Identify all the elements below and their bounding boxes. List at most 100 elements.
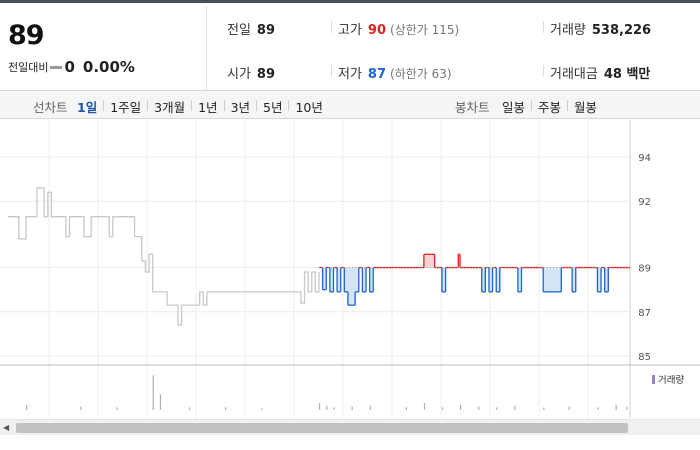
volume-bar bbox=[441, 407, 444, 410]
y-tick-label: 87 bbox=[638, 308, 651, 319]
y-tick-label: 85 bbox=[638, 352, 651, 363]
line-period-tab-2[interactable]: 3개월 bbox=[154, 100, 186, 115]
high-value: 90 bbox=[367, 23, 387, 38]
volume-value: 538,226 bbox=[591, 23, 652, 38]
low-label: 저가 bbox=[338, 67, 362, 82]
quote-summary-panel: 89 전일대비 0 0.00% 전일 89 시가 89 고가 90 (상한가 115) … bbox=[0, 0, 700, 93]
open-label: 시가 bbox=[227, 67, 251, 82]
line-period-tab-list: 1일 1주일 3개월 1년 3년 5년 10년 bbox=[77, 97, 323, 116]
line-period-tab-6[interactable]: 10년 bbox=[295, 100, 323, 115]
volume-bar bbox=[116, 407, 118, 410]
line-period-tab-4[interactable]: 3년 bbox=[230, 100, 251, 115]
up-area bbox=[423, 254, 432, 268]
volume-bar bbox=[615, 404, 617, 410]
candle-period-tab-list: 일봉 주봉 월봉 bbox=[502, 97, 597, 116]
up-area bbox=[458, 254, 461, 268]
volume-bar bbox=[261, 408, 263, 410]
candle-chart-label: 봉차트 bbox=[455, 100, 490, 115]
volume-bar bbox=[26, 404, 28, 410]
flat-change-icon bbox=[50, 65, 63, 69]
volume-legend-swatch bbox=[652, 374, 655, 384]
change-row: 전일대비 0 0.00% bbox=[8, 58, 135, 76]
open-cell: 시가 89 bbox=[227, 63, 275, 82]
low-value: 87 bbox=[367, 67, 387, 82]
tab-divider bbox=[288, 100, 290, 111]
line-period-tab-0[interactable]: 1일 bbox=[77, 100, 98, 115]
amount-label: 거래대금 bbox=[550, 67, 598, 82]
line-period-tab-5[interactable]: 5년 bbox=[263, 100, 283, 115]
down-area bbox=[344, 267, 348, 292]
down-area bbox=[557, 267, 562, 292]
prev-day-price-line bbox=[8, 187, 320, 326]
down-area bbox=[496, 267, 500, 292]
volume-legend-label: 거래량 bbox=[658, 375, 685, 386]
down-area bbox=[597, 267, 602, 292]
high-cell: 고가 90 (상한가 115) bbox=[338, 19, 459, 38]
line-period-tab-1[interactable]: 1주일 bbox=[110, 100, 142, 115]
lower-limit: (하한가 63) bbox=[390, 67, 452, 81]
volume-bar bbox=[405, 407, 407, 410]
down-area bbox=[329, 267, 334, 292]
up-area bbox=[431, 254, 435, 268]
down-area bbox=[543, 267, 558, 292]
scroll-thumb[interactable] bbox=[16, 423, 628, 433]
volume-bar bbox=[80, 406, 82, 410]
volume-bar bbox=[568, 406, 570, 410]
candle-period-tab-1[interactable]: 주봉 bbox=[538, 100, 562, 115]
volume-bar bbox=[478, 406, 480, 410]
down-area bbox=[488, 267, 493, 292]
tab-divider bbox=[103, 100, 105, 111]
down-area bbox=[362, 267, 367, 292]
volume-bar bbox=[514, 405, 516, 410]
tab-divider bbox=[256, 100, 258, 111]
amount-value: 48 백만 bbox=[603, 67, 651, 82]
price-axis: 94 92 89 87 85 bbox=[638, 153, 651, 363]
candle-period-tab-2[interactable]: 월봉 bbox=[574, 100, 598, 115]
volume-bar bbox=[496, 407, 498, 410]
open-value: 89 bbox=[256, 67, 276, 82]
volume-bar bbox=[423, 403, 426, 410]
prev-close-label: 전일 bbox=[227, 23, 251, 38]
y-tick-label: 89 bbox=[638, 264, 651, 275]
divider bbox=[543, 21, 544, 33]
volume-bar bbox=[152, 375, 154, 410]
divider bbox=[543, 65, 544, 77]
high-label: 고가 bbox=[338, 23, 362, 38]
volume-bar bbox=[188, 407, 191, 410]
scroll-left-arrow-icon[interactable]: ◀ bbox=[3, 423, 10, 432]
volume-bar bbox=[333, 407, 335, 410]
down-area bbox=[517, 267, 522, 292]
y-tick-label: 94 bbox=[638, 153, 651, 164]
change-rate: 0.00% bbox=[82, 58, 135, 76]
prev-day-series bbox=[8, 187, 320, 326]
low-cell: 저가 87 (하한가 63) bbox=[338, 63, 452, 82]
divider bbox=[331, 65, 332, 77]
current-price: 89 bbox=[8, 20, 45, 51]
chart-period-tabs: 선차트 1일 1주일 3개월 1년 3년 5년 10년 봉차트 일봉 주봉 월봉 bbox=[0, 90, 700, 119]
y-tick-label: 92 bbox=[638, 197, 651, 208]
chart-horizontal-scrollbar[interactable]: ◀ bbox=[0, 419, 700, 435]
tab-divider bbox=[567, 100, 569, 111]
today-price-line bbox=[319, 253, 630, 306]
intraday-price-chart: 94 92 89 87 85 bbox=[0, 120, 700, 418]
down-area bbox=[355, 267, 359, 292]
tab-divider bbox=[223, 100, 225, 111]
volume-bar bbox=[369, 405, 371, 410]
candle-period-tab-0[interactable]: 일봉 bbox=[502, 100, 526, 115]
volume-bars bbox=[26, 375, 628, 410]
change-value: 0 bbox=[64, 58, 75, 76]
down-area bbox=[481, 267, 486, 292]
volume-bar bbox=[460, 404, 462, 410]
volume-bar bbox=[626, 406, 628, 410]
change-label: 전일대비 bbox=[8, 61, 49, 74]
line-period-tab-3[interactable]: 1년 bbox=[198, 100, 218, 115]
chart-grid bbox=[0, 120, 700, 418]
amount-cell: 거래대금 48 백만 bbox=[550, 63, 650, 82]
down-area bbox=[572, 267, 576, 292]
prev-close-value: 89 bbox=[256, 23, 276, 38]
down-area bbox=[337, 267, 341, 292]
tab-divider bbox=[147, 100, 149, 111]
volume-legend: 거래량 bbox=[652, 372, 684, 386]
volume-cell: 거래량 538,226 bbox=[550, 19, 651, 38]
volume-label: 거래량 bbox=[550, 23, 586, 38]
